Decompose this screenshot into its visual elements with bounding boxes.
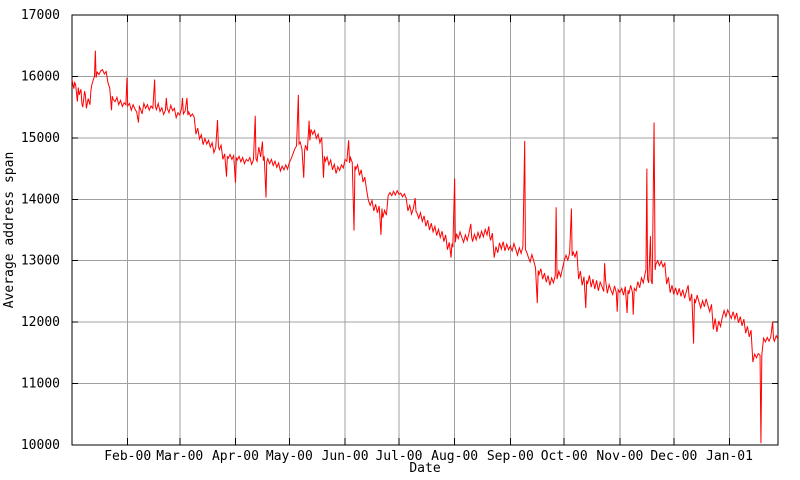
x-tick-label: May-00 (266, 449, 313, 464)
axis-ticks (72, 14, 778, 446)
y-tick-label: 12000 (21, 315, 60, 330)
x-tick-label: Jul-00 (375, 449, 422, 464)
y-tick-label: 13000 (21, 254, 60, 269)
x-tick-label: Mar-00 (156, 449, 203, 464)
x-tick-label: Sep-00 (487, 449, 534, 464)
plot-border (71, 14, 779, 446)
y-tick-label: 10000 (21, 438, 60, 453)
y-tick-label: 17000 (21, 8, 60, 23)
x-axis-title: Date (409, 461, 440, 476)
x-tick-label: Oct-00 (541, 449, 588, 464)
tick-labels: 10000 11000 12000 13000 14000 15000 16000 17000… (21, 8, 753, 464)
x-tick-label: Dec-00 (650, 449, 697, 464)
y-tick-label: 11000 (21, 377, 60, 392)
data-series (71, 50, 779, 444)
x-tick-label: Feb-00 (104, 449, 151, 464)
y-axis-title: Average address span (2, 152, 17, 309)
x-tick-label: Aug-00 (431, 449, 478, 464)
y-tick-label: 16000 (21, 69, 60, 84)
data-line-average-address-span (71, 50, 779, 444)
y-tick-label: 15000 (21, 131, 60, 146)
x-tick-label: Nov-00 (596, 449, 643, 464)
x-tick-label: Apr-00 (212, 449, 259, 464)
x-tick-label: Jun-00 (322, 449, 369, 464)
y-tick-label: 14000 (21, 192, 60, 207)
grid-lines (72, 15, 778, 445)
x-tick-label: Jan-01 (706, 449, 753, 464)
